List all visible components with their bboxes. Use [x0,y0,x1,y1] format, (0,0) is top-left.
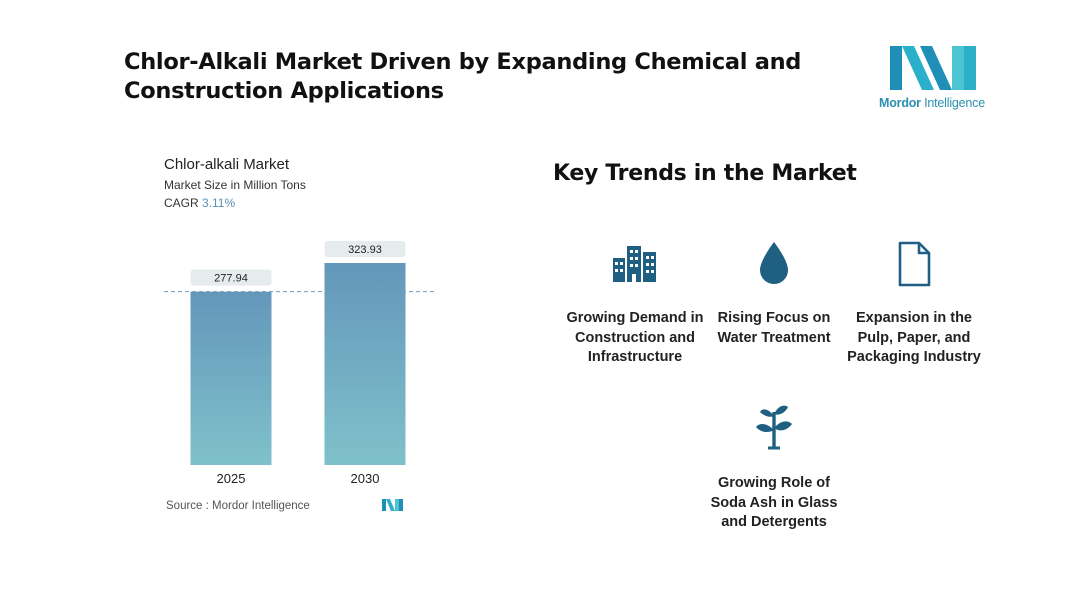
bar-2025 [190,291,272,465]
source-name: Mordor Intelligence [212,500,310,512]
bar-2030 [324,263,406,465]
data-label-bg [190,269,272,286]
sprout-icon [756,405,792,450]
data-label: 323.93 [348,244,382,256]
trend-construction: Growing Demand in Construction and Infra… [565,242,705,368]
source-logo-icon [382,499,403,511]
chart-title: Chlor-alkali Market [164,156,290,173]
trend-label: Growing Demand in Construction and Infra… [566,310,704,365]
x-tick-label: 2030 [351,471,380,486]
data-label: 277.94 [214,273,248,285]
chart-cagr: CAGR 3.11% [164,196,235,210]
water-drop-icon [760,242,788,284]
trend-label: Rising Focus on Water Treatment [717,310,831,346]
trend-water-treatment: Rising Focus on Water Treatment [704,240,844,348]
chart-source: Source : Mordor Intelligence [166,500,310,512]
mordor-logo-icon [890,46,976,90]
trend-label: Expansion in the Pulp, Paper, and Packag… [847,310,981,365]
trend-pulp-paper: Expansion in the Pulp, Paper, and Packag… [844,240,984,368]
bar-chart: 277.94 2025 323.93 2030 [164,241,435,486]
cagr-label: CAGR [164,196,199,210]
chart-subtitle: Market Size in Million Tons [164,178,306,192]
brand-logo: Mordor Intelligence [876,44,988,114]
trend-label: Growing Role of Soda Ash in Glass and De… [710,475,838,530]
page-title: Chlor-Alkali Market Driven by Expanding … [124,49,802,104]
source-label: Source : [166,500,209,512]
trends-title: Key Trends in the Market [553,161,857,186]
x-tick-label: 2025 [217,471,246,486]
document-icon [898,241,931,287]
brand-name: Mordor Intelligence [879,96,985,110]
buildings-icon [613,246,656,282]
cagr-value: 3.11% [202,196,236,210]
data-label-bg [324,241,406,257]
trend-soda-ash: Growing Role of Soda Ash in Glass and De… [704,402,844,533]
